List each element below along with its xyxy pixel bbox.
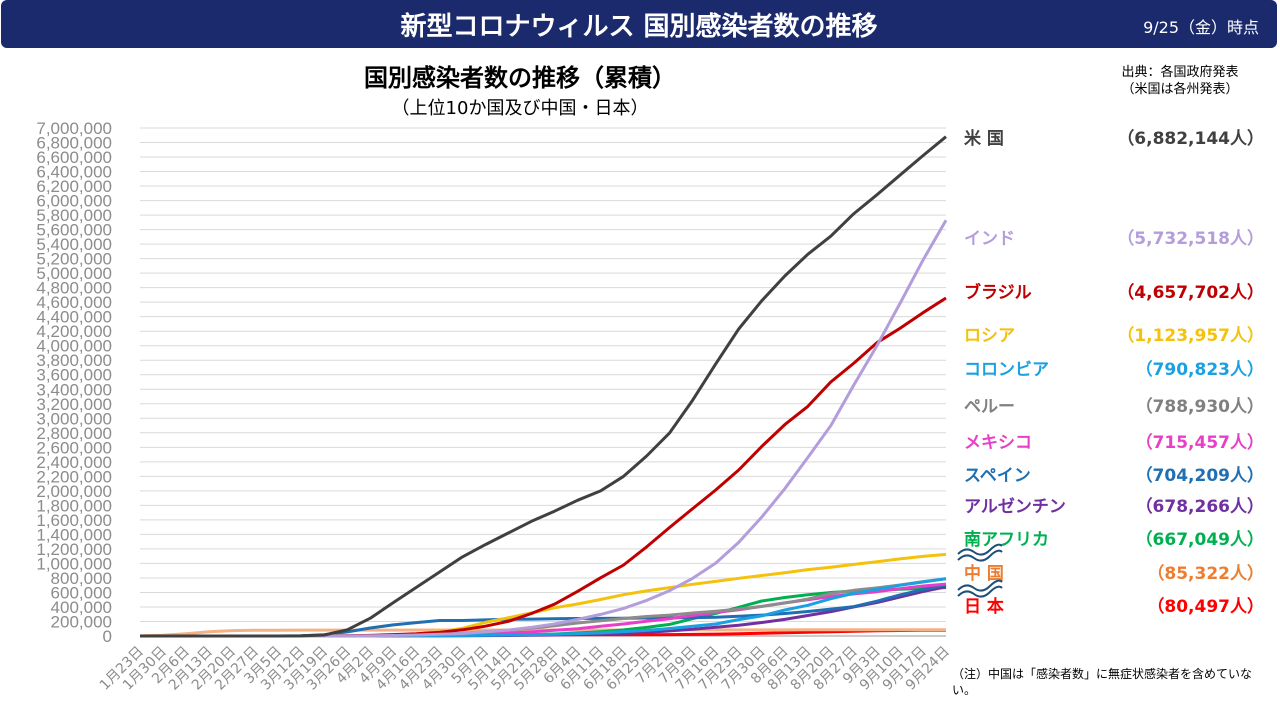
series-value: （704,209人）	[1135, 466, 1264, 486]
series-value: （80,497人）	[1147, 597, 1264, 617]
y-tick-label: 4,200,000	[36, 322, 112, 341]
series-name: アルゼンチン	[964, 497, 1066, 517]
series-name: インド	[964, 229, 1015, 249]
y-tick-label: 3,000,000	[36, 409, 112, 428]
y-tick-label: 2,000,000	[36, 482, 112, 501]
y-tick-label: 1,400,000	[36, 525, 112, 544]
series-line	[140, 219, 948, 638]
series-label-row: インド （5,732,518人）	[964, 224, 1264, 249]
y-tick-label: 3,800,000	[36, 351, 112, 370]
series-name: ロシア	[964, 326, 1015, 346]
y-tick-label: 4,000,000	[36, 337, 112, 356]
y-tick-label: 1,600,000	[36, 511, 112, 530]
series-value: （678,266人）	[1135, 497, 1264, 517]
y-tick-label: 200,000	[51, 612, 112, 631]
series-label-row: ロシア （1,123,957人）	[964, 321, 1264, 346]
series-value: （790,823人）	[1135, 360, 1264, 380]
series-value: （4,657,702人）	[1117, 283, 1264, 303]
y-tick-label: 5,800,000	[36, 206, 112, 225]
chart-subtitle: （上位10か国及び中国・日本）	[391, 98, 649, 119]
series-name: ペルー	[964, 397, 1015, 417]
series-name: ブラジル	[964, 283, 1032, 303]
wave-divider-icon	[957, 579, 1003, 598]
series-value: （1,123,957人）	[1117, 326, 1264, 346]
wave-divider-icon	[957, 543, 1003, 562]
series-name: コロンビア	[964, 360, 1049, 380]
header-bar: 新型コロナウィルス 国別感染者数の推移 9/25（金）時点	[1, 0, 1277, 48]
y-tick-label: 3,200,000	[36, 395, 112, 414]
y-tick-label: 6,400,000	[36, 163, 112, 182]
y-tick-label: 2,400,000	[36, 453, 112, 472]
y-tick-label: 3,600,000	[36, 366, 112, 385]
y-tick-label: 4,400,000	[36, 308, 112, 327]
y-tick-label: 1,800,000	[36, 496, 112, 515]
series-value: （667,049人）	[1135, 530, 1264, 550]
series-label-row: スペイン （704,209人）	[964, 461, 1264, 486]
y-tick-label: 4,800,000	[36, 279, 112, 298]
series-value: （788,930人）	[1135, 397, 1264, 417]
y-tick-label: 1,000,000	[36, 554, 112, 573]
as-of-date: 9/25（金）時点	[1143, 18, 1259, 37]
line-chart: 0200,000400,000600,000800,0001,000,0001,…	[36, 119, 950, 694]
y-tick-label: 2,600,000	[36, 438, 112, 457]
y-tick-label: 5,600,000	[36, 221, 112, 240]
series-label-row: 日 本 （80,497人）	[964, 592, 1264, 617]
source-line-1: 出典：各国政府発表	[1121, 65, 1239, 80]
series-value: （85,322人）	[1147, 564, 1264, 584]
series-name: 南アフリカ	[964, 530, 1049, 550]
series-label-row: メキシコ （715,457人）	[964, 428, 1264, 453]
y-tick-label: 0	[103, 627, 112, 646]
y-tick-label: 600,000	[51, 583, 112, 602]
y-tick-label: 6,000,000	[36, 192, 112, 211]
y-tick-label: 3,400,000	[36, 380, 112, 399]
y-tick-label: 6,200,000	[36, 177, 112, 196]
y-tick-label: 4,600,000	[36, 293, 112, 312]
footnote: （注）中国は「感染者数」に無症状感染者を含めていない。	[952, 667, 1253, 697]
y-tick-label: 1,200,000	[36, 540, 112, 559]
y-tick-label: 5,400,000	[36, 235, 112, 254]
series-value: （5,732,518人）	[1117, 229, 1264, 249]
source-note: 出典：各国政府発表 （米国は各州発表）	[1090, 64, 1270, 98]
y-tick-label: 400,000	[51, 598, 112, 617]
y-tick-label: 2,200,000	[36, 467, 112, 486]
series-name: 米 国	[964, 129, 1004, 149]
series-name: 中 国	[964, 564, 1004, 584]
source-line-2: （米国は各州発表）	[1121, 82, 1239, 97]
series-label-row: ブラジル （4,657,702人）	[964, 278, 1264, 303]
chart-title: 国別感染者数の推移（累積）	[364, 64, 676, 92]
series-label-row: アルゼンチン （678,266人）	[964, 492, 1264, 517]
y-tick-label: 6,800,000	[36, 134, 112, 153]
series-name: 日 本	[964, 597, 1004, 617]
series-label-row: 南アフリカ （667,049人）	[964, 525, 1264, 550]
series-value: （6,882,144人）	[1117, 129, 1264, 149]
y-tick-label: 5,200,000	[36, 250, 112, 269]
y-tick-label: 800,000	[51, 569, 112, 588]
series-label-row: 米 国 （6,882,144人）	[964, 124, 1264, 149]
series-name: スペイン	[964, 466, 1031, 486]
y-tick-label: 6,600,000	[36, 148, 112, 167]
series-label-row: 中 国 （85,322人）	[964, 559, 1264, 584]
series-value: （715,457人）	[1135, 433, 1264, 453]
y-tick-label: 2,800,000	[36, 424, 112, 443]
series-line	[140, 135, 947, 638]
series-label-row: ペルー （788,930人）	[964, 392, 1264, 417]
y-tick-label: 7,000,000	[36, 119, 112, 138]
series-line	[140, 296, 947, 638]
series-label-row: コロンビア （790,823人）	[964, 355, 1264, 380]
page-title: 新型コロナウィルス 国別感染者数の推移	[400, 12, 878, 42]
y-tick-label: 5,000,000	[36, 264, 112, 283]
series-name: メキシコ	[964, 433, 1032, 453]
